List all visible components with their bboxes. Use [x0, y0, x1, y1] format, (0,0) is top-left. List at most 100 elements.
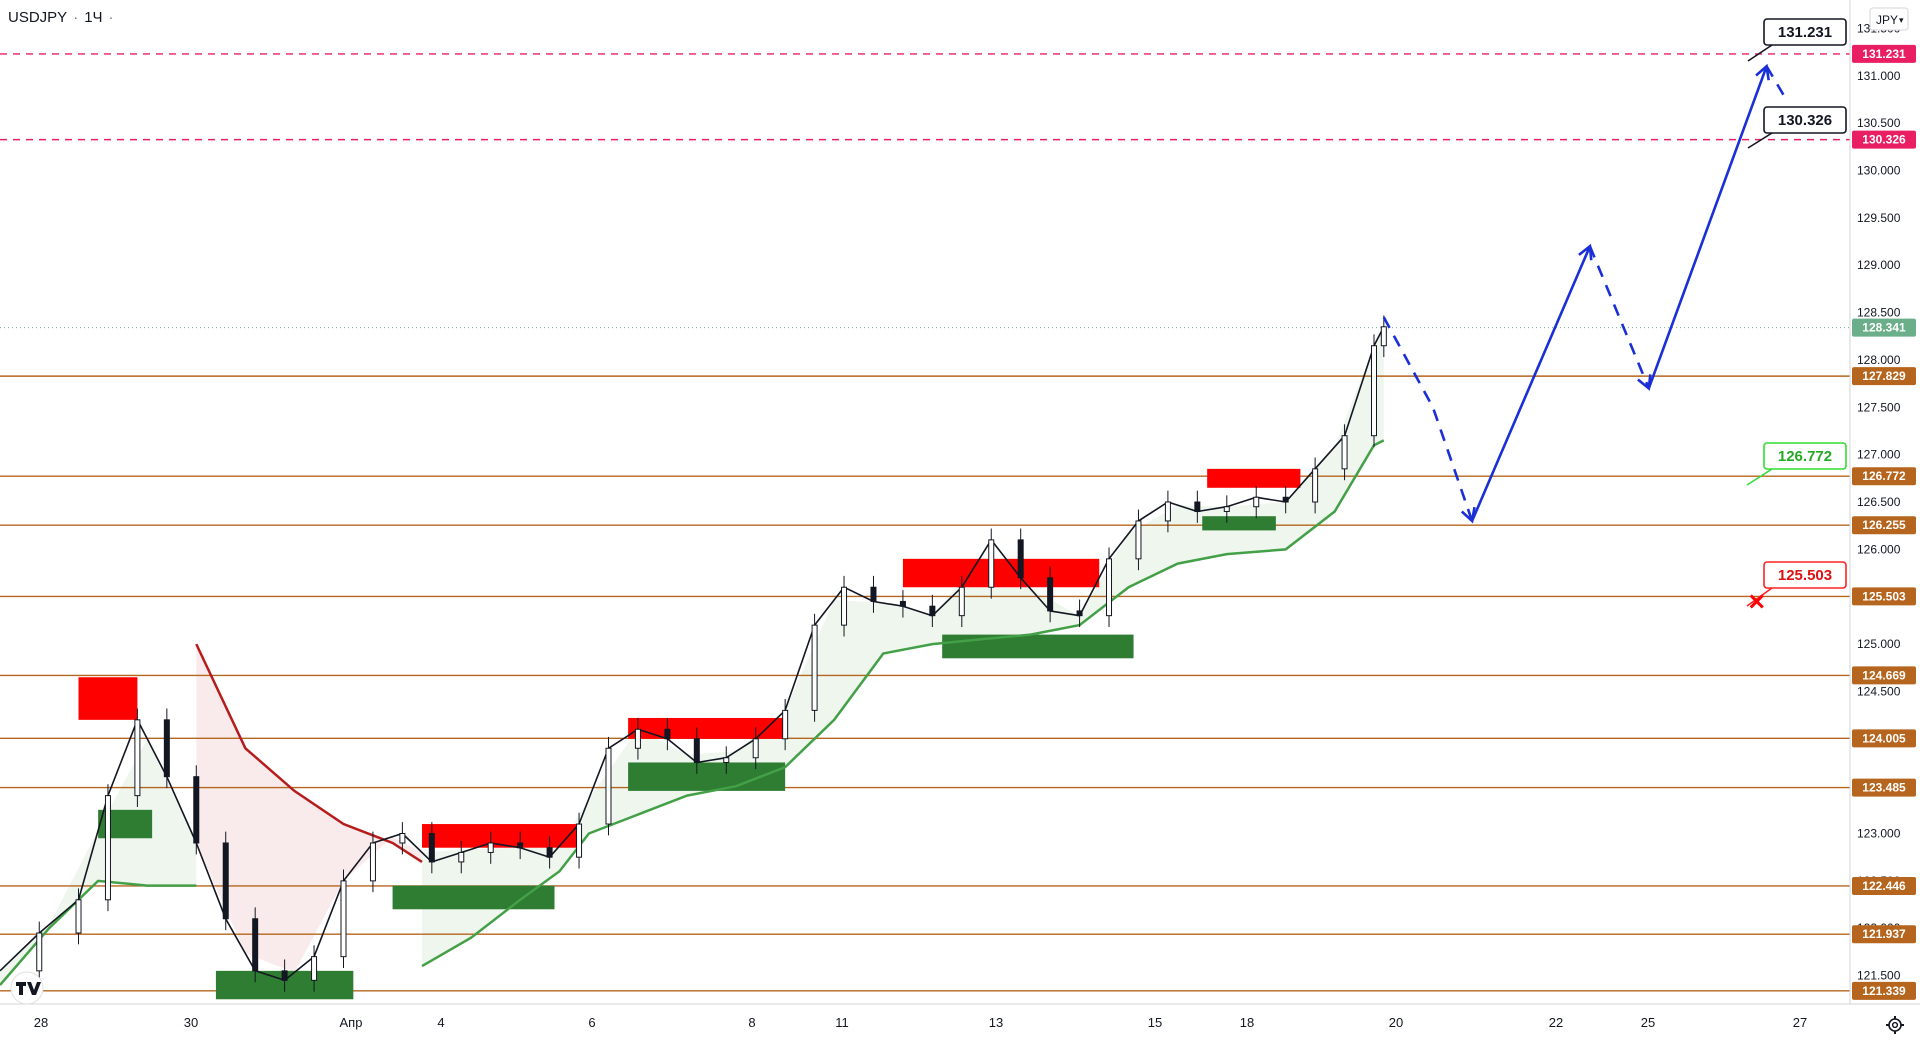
level-badge[interactable]: 126.772	[1862, 469, 1906, 483]
level-badge[interactable]: 121.937	[1862, 927, 1906, 941]
candle[interactable]	[1135, 520, 1142, 560]
level-badge[interactable]: 121.339	[1862, 984, 1906, 998]
supply-zone[interactable]	[628, 717, 786, 739]
candle[interactable]	[369, 842, 376, 882]
supply-zone[interactable]	[1207, 468, 1301, 488]
candle[interactable]	[1312, 468, 1319, 503]
target-badge-bg[interactable]	[1852, 44, 1916, 63]
candle[interactable]	[811, 624, 818, 711]
candle[interactable]	[134, 719, 141, 797]
candle[interactable]	[1341, 435, 1348, 470]
symbol-title[interactable]: USDJPY · 1Ч ·	[8, 9, 114, 26]
candle[interactable]	[1371, 345, 1378, 437]
candle[interactable]	[546, 847, 553, 858]
candle[interactable]	[193, 776, 200, 844]
target-badge[interactable]: 130.326	[1862, 133, 1906, 147]
gear-icon[interactable]	[1886, 1016, 1904, 1034]
candle[interactable]	[664, 728, 671, 740]
level-badge-bg[interactable]	[1852, 516, 1916, 535]
level-badge-bg[interactable]	[1852, 587, 1916, 606]
supertrend-up-line[interactable]	[421, 439, 1385, 968]
candle[interactable]	[576, 823, 583, 858]
candle[interactable]	[1076, 610, 1083, 617]
supply-zone[interactable]	[78, 677, 138, 720]
projection-dashed-line[interactable]	[1588, 245, 1651, 389]
candle[interactable]	[1194, 501, 1201, 512]
callout-label[interactable]: 125.503	[1778, 567, 1832, 584]
callout-label[interactable]: 130.326	[1778, 112, 1832, 129]
supply-zone[interactable]	[902, 558, 1100, 588]
candle[interactable]	[605, 747, 612, 825]
candle[interactable]	[222, 842, 229, 920]
callout-box[interactable]	[1763, 106, 1847, 134]
supertrend-down-line[interactable]	[195, 643, 423, 863]
last-price-badge-bg[interactable]	[1852, 318, 1916, 337]
candle[interactable]	[1282, 496, 1289, 503]
supertrend-up-line[interactable]	[0, 879, 197, 986]
candle[interactable]	[428, 833, 435, 863]
candle[interactable]	[311, 956, 318, 981]
tradingview-logo[interactable]	[10, 971, 44, 1005]
callout-box[interactable]	[1763, 561, 1847, 589]
level-badge[interactable]: 122.446	[1862, 879, 1906, 893]
level-badge[interactable]: 127.829	[1862, 369, 1906, 383]
projection-dashed-line[interactable]	[1765, 65, 1788, 101]
level-badge[interactable]: 124.669	[1862, 668, 1906, 682]
level-badge-bg[interactable]	[1852, 729, 1916, 748]
candle[interactable]	[899, 600, 906, 607]
candle[interactable]	[75, 899, 82, 934]
level-badge-bg[interactable]	[1852, 876, 1916, 895]
candle[interactable]	[870, 586, 877, 602]
target-badge[interactable]: 131.231	[1862, 47, 1906, 61]
candle[interactable]	[399, 833, 406, 844]
candle[interactable]	[104, 795, 111, 901]
candle[interactable]	[1223, 506, 1230, 512]
candle[interactable]	[36, 932, 43, 972]
price-line[interactable]	[0, 326, 1385, 982]
candle[interactable]	[340, 880, 347, 958]
currency-button[interactable]: JPY ▾	[1869, 7, 1909, 31]
level-badge-bg[interactable]	[1852, 981, 1916, 1000]
candle[interactable]	[281, 970, 288, 981]
candle[interactable]	[517, 842, 524, 849]
callout-label[interactable]: 126.772	[1778, 448, 1832, 465]
candle[interactable]	[458, 851, 465, 863]
level-badge-bg[interactable]	[1852, 925, 1916, 944]
callout-label[interactable]: 131.231	[1778, 24, 1832, 41]
candle[interactable]	[1017, 539, 1024, 579]
candle[interactable]	[487, 842, 494, 853]
callout-box[interactable]	[1763, 442, 1847, 470]
candle[interactable]	[1164, 501, 1171, 522]
candle[interactable]	[988, 539, 995, 588]
candle[interactable]	[163, 719, 170, 778]
candle[interactable]	[782, 709, 789, 740]
candle[interactable]	[634, 728, 641, 749]
level-badge-bg[interactable]	[1852, 778, 1916, 797]
level-badge[interactable]: 124.005	[1862, 731, 1906, 745]
candle[interactable]	[1380, 326, 1387, 347]
candle[interactable]	[752, 738, 759, 759]
level-badge-bg[interactable]	[1852, 666, 1916, 685]
level-badge[interactable]: 123.485	[1862, 781, 1906, 795]
candle[interactable]	[1106, 558, 1113, 617]
demand-zone[interactable]	[392, 885, 555, 910]
target-badge-bg[interactable]	[1852, 130, 1916, 149]
candle[interactable]	[1047, 577, 1054, 612]
candle[interactable]	[723, 757, 730, 763]
candle[interactable]	[841, 586, 848, 626]
candle[interactable]	[252, 918, 259, 972]
level-badge-bg[interactable]	[1852, 367, 1916, 386]
projection-solid-line[interactable]	[1647, 65, 1768, 389]
callout-box[interactable]	[1763, 18, 1847, 46]
demand-zone[interactable]	[942, 634, 1134, 659]
projection-solid-line[interactable]	[1470, 245, 1592, 522]
level-badge[interactable]: 125.503	[1862, 589, 1906, 603]
candle[interactable]	[1253, 496, 1260, 508]
level-badge[interactable]: 126.255	[1862, 518, 1906, 532]
stop-marker-icon[interactable]	[1749, 594, 1764, 609]
level-badge-bg[interactable]	[1852, 467, 1916, 486]
candle[interactable]	[929, 605, 936, 617]
candle[interactable]	[958, 586, 965, 617]
last-price-badge[interactable]: 128.341	[1862, 321, 1906, 335]
